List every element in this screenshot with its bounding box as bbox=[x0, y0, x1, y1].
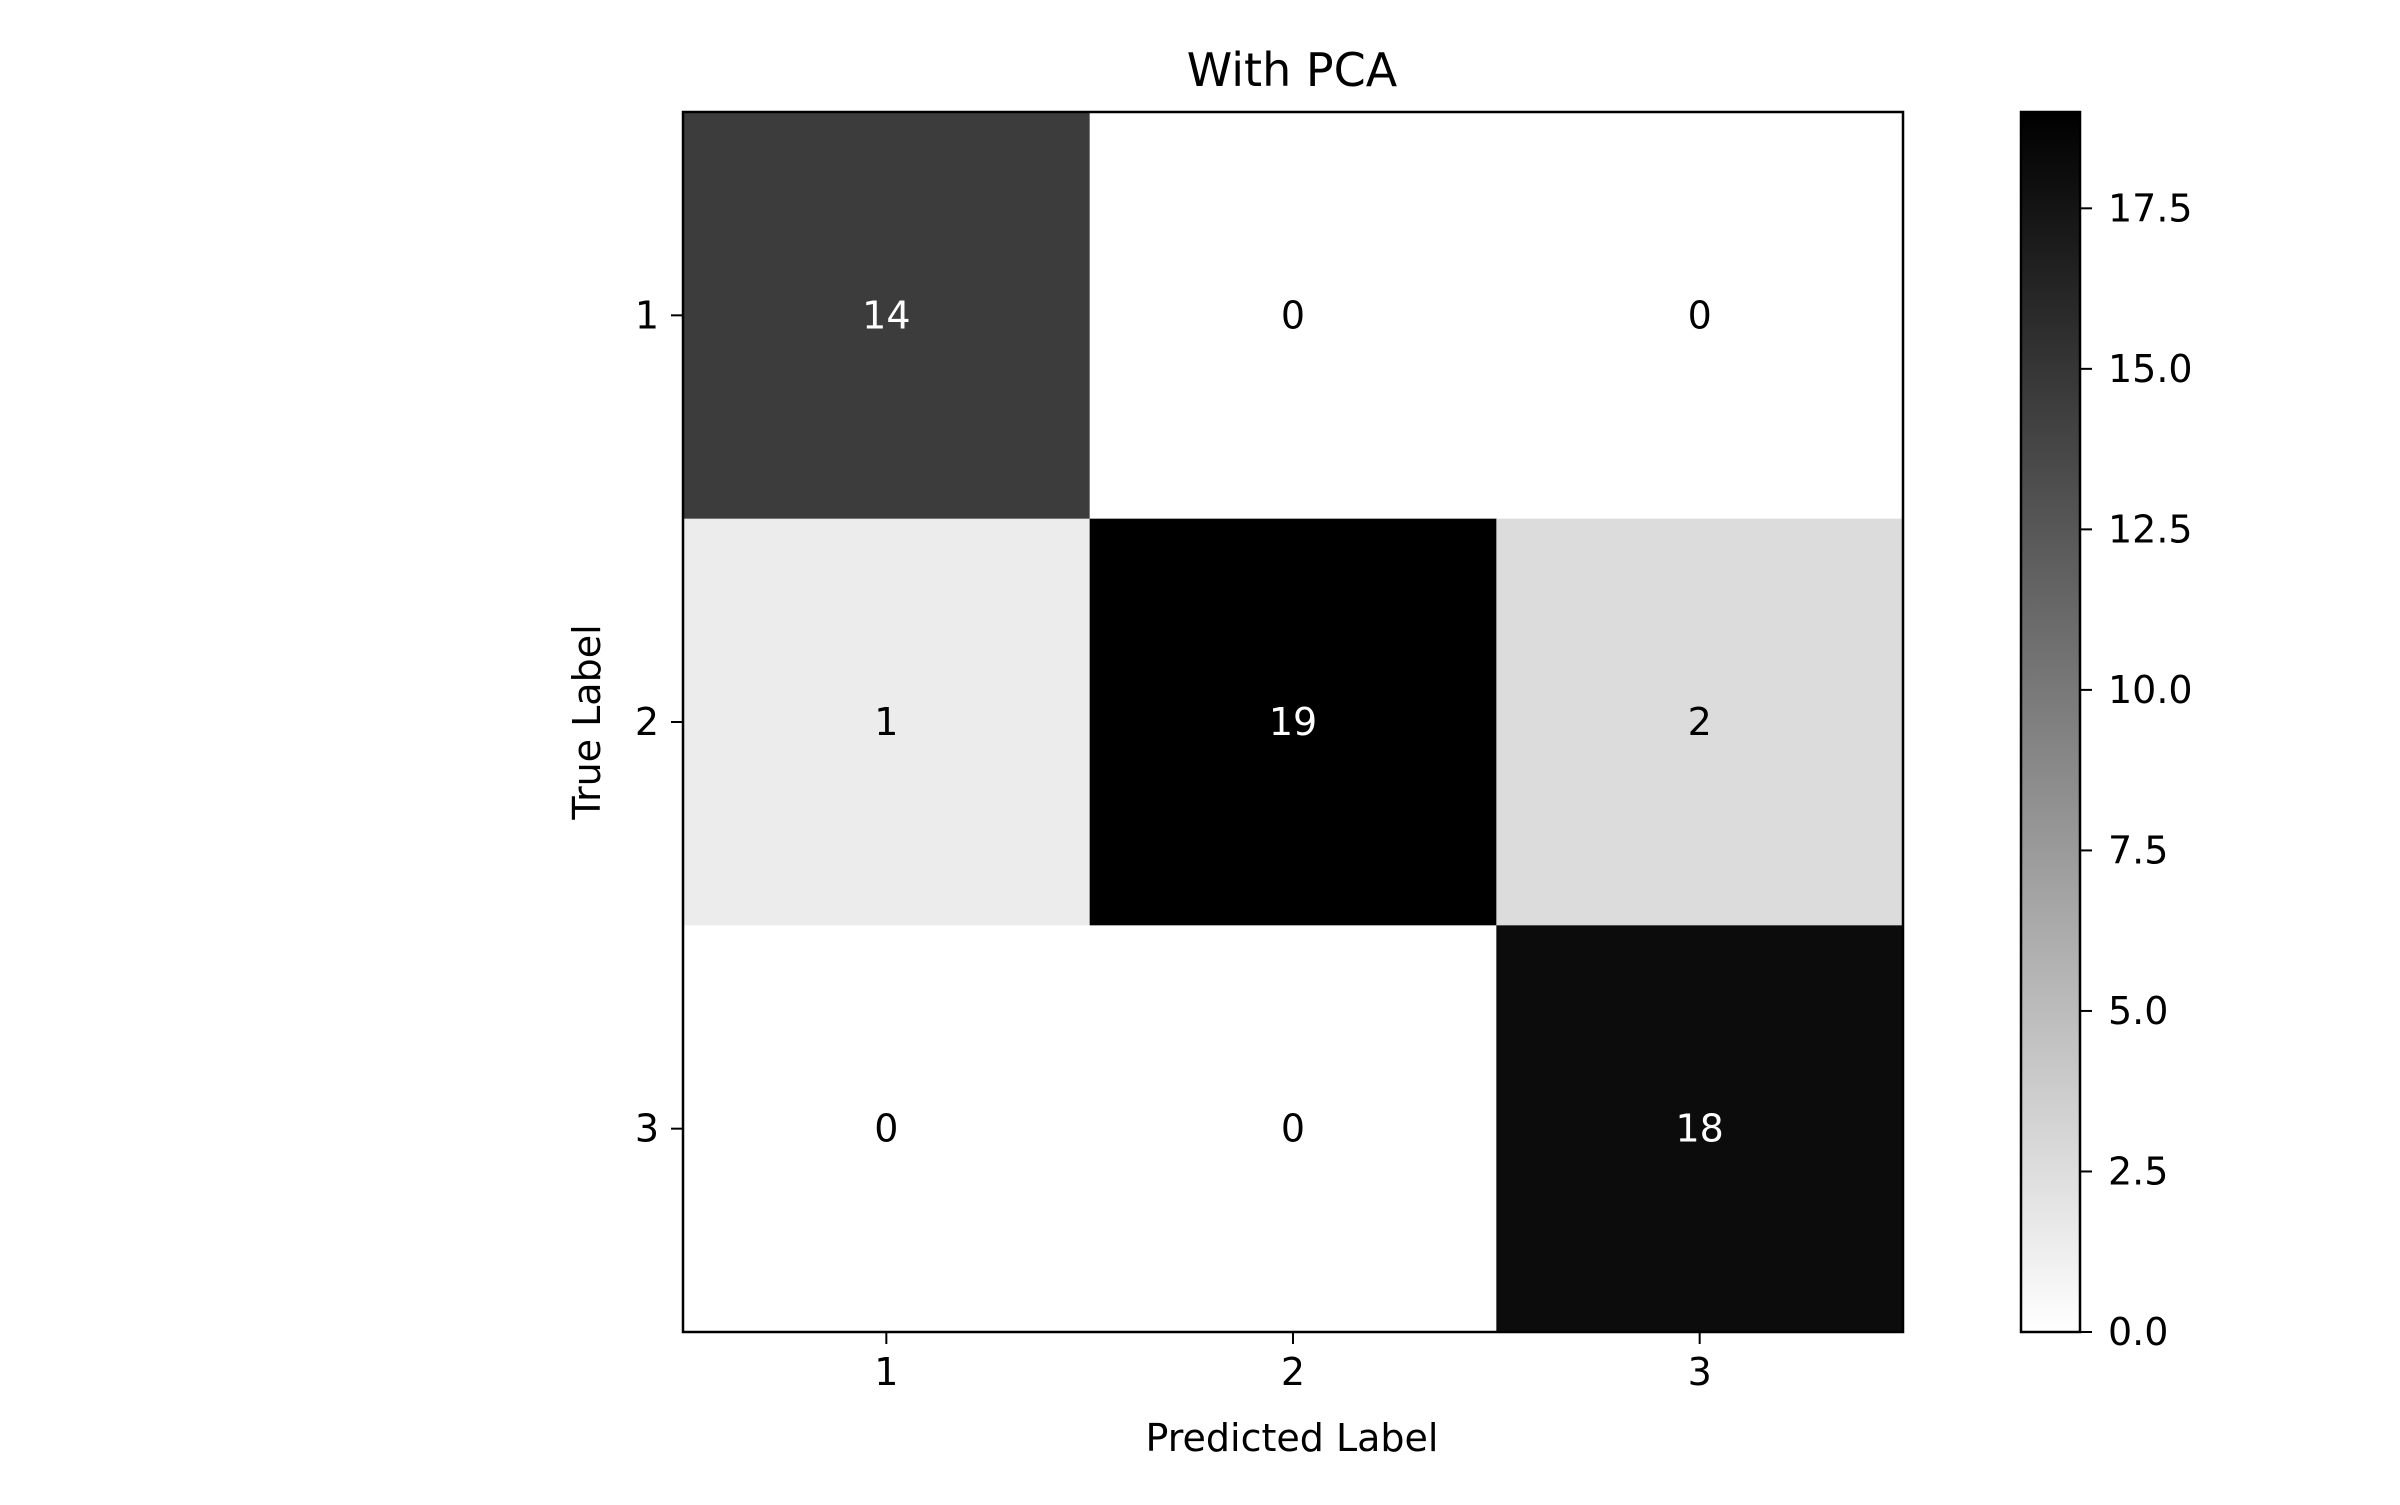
cell-value-label: 2 bbox=[1688, 700, 1712, 744]
x-tick-label: 2 bbox=[1281, 1350, 1305, 1394]
heatmap-cell bbox=[1089, 112, 1497, 520]
x-tick-label: 3 bbox=[1688, 1350, 1712, 1394]
heatmap-cell bbox=[1496, 112, 1904, 520]
y-tick-label: 2 bbox=[635, 700, 659, 744]
colorbar-tick-label: 10.0 bbox=[2108, 668, 2193, 712]
colorbar-tick-label: 2.5 bbox=[2108, 1149, 2168, 1193]
cell-value-label: 0 bbox=[1281, 293, 1305, 337]
heatmap-cell bbox=[1496, 518, 1904, 926]
colorbar-tick-label: 5.0 bbox=[2108, 989, 2168, 1033]
colorbar-tick-label: 17.5 bbox=[2108, 186, 2193, 230]
cell-value-label: 19 bbox=[1269, 700, 1317, 744]
y-tick-label: 3 bbox=[635, 1107, 659, 1151]
heatmap-cell bbox=[683, 112, 1091, 520]
colorbar-tick-label: 7.5 bbox=[2108, 828, 2168, 872]
cell-value-label: 14 bbox=[862, 293, 910, 337]
heatmap-cell-labels: 14 0 0 1 19 2 0 0 18 bbox=[862, 293, 1724, 1150]
colorbar bbox=[2019, 110, 2082, 1334]
heatmap-cell bbox=[1089, 925, 1497, 1333]
heatmap-cell bbox=[1089, 518, 1497, 926]
cell-value-label: 0 bbox=[1281, 1107, 1305, 1151]
y-tick-label: 1 bbox=[635, 293, 659, 337]
cell-value-label: 18 bbox=[1675, 1107, 1723, 1151]
cell-value-label: 0 bbox=[1688, 293, 1712, 337]
heatmap-cell bbox=[683, 518, 1091, 926]
chart-title: With PCA bbox=[1187, 43, 1398, 97]
cell-value-label: 1 bbox=[874, 700, 898, 744]
cell-value-label: 0 bbox=[874, 1107, 898, 1151]
colorbar-tick-label: 0.0 bbox=[2108, 1310, 2168, 1354]
colorbar-ticks: 0.0 2.5 5.0 7.5 10.0 12.5 15.0 17.5 bbox=[2080, 186, 2193, 1354]
heatmap-cell bbox=[683, 925, 1091, 1333]
heatmap-cells bbox=[683, 112, 1904, 1333]
x-axis: 1 2 3 bbox=[874, 1332, 1712, 1394]
y-axis-label: True Label bbox=[565, 624, 609, 820]
x-axis-label: Predicted Label bbox=[1146, 1416, 1439, 1460]
y-axis: 1 2 3 bbox=[635, 293, 683, 1151]
colorbar-tick-label: 12.5 bbox=[2108, 507, 2193, 551]
x-tick-label: 1 bbox=[874, 1350, 898, 1394]
colorbar-tick-label: 15.0 bbox=[2108, 347, 2193, 391]
heatmap-cell bbox=[1496, 925, 1904, 1333]
